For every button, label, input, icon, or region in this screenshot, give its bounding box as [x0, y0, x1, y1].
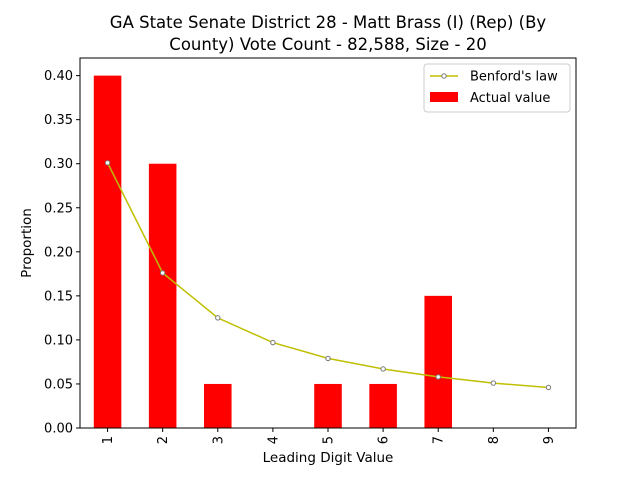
x-tick-label: 2: [156, 436, 171, 444]
x-axis: 1 2 3 4 5 6 7 8 9: [101, 428, 557, 444]
legend: Benford's law Actual value: [423, 63, 571, 113]
y-tick-label: 0.30: [44, 157, 73, 172]
legend-line-marker: [441, 73, 447, 79]
x-tick-label: 7: [432, 436, 447, 444]
x-tick-label: 9: [542, 436, 557, 444]
y-tick-label: 0.10: [44, 333, 73, 348]
legend-label-benford: Benford's law: [470, 70, 558, 85]
benford-point-4: [270, 339, 276, 346]
x-tick-label: 5: [322, 436, 337, 444]
legend-bar-swatch: [430, 92, 458, 102]
legend-label-actual: Actual value: [470, 91, 550, 106]
x-tick-label: 8: [487, 436, 502, 444]
benford-point-7: [435, 374, 441, 380]
bar-digit-2: [148, 163, 177, 428]
y-axis-label: Proportion: [19, 208, 35, 278]
bar-digit-7: [424, 295, 452, 428]
x-tick-label: 1: [101, 436, 116, 444]
bar-digit-1: [93, 75, 122, 428]
bar-digit-3: [204, 383, 232, 428]
benford-point-8: [490, 380, 497, 386]
x-axis-label: Leading Digit Value: [263, 450, 394, 466]
benford-point-2: [159, 270, 166, 276]
y-axis: 0.00 0.05 0.10 0.15 0.20 0.25 0.30 0.35 0.40: [44, 69, 80, 437]
x-tick-label: 3: [211, 436, 226, 444]
bar-digit-6: [369, 383, 397, 428]
x-tick-label: 4: [266, 436, 281, 444]
benford-point-1: [104, 160, 111, 166]
benford-point-9: [545, 384, 552, 391]
x-tick-label: 6: [377, 436, 392, 444]
y-tick-label: 0.40: [44, 69, 73, 84]
bar-series: [93, 75, 452, 428]
y-tick-label: 0.20: [44, 245, 73, 260]
plot-frame: [79, 57, 577, 429]
y-tick-label: 0.00: [44, 422, 73, 437]
chart-title-line-1: GA State Senate District 28 - Matt Brass…: [110, 13, 547, 32]
y-tick-label: 0.35: [44, 113, 73, 128]
bar-digit-5: [314, 383, 342, 428]
chart-title-line-2: County) Vote Count - 82,588, Size - 20: [169, 35, 486, 54]
benford-point-5: [325, 355, 331, 362]
benford-point-3: [215, 315, 221, 321]
y-tick-label: 0.25: [44, 201, 73, 216]
legend-box: [423, 63, 571, 113]
y-tick-label: 0.15: [44, 289, 73, 304]
line-series: [104, 160, 552, 391]
benford-point-6: [380, 366, 386, 372]
y-tick-label: 0.05: [44, 377, 73, 392]
